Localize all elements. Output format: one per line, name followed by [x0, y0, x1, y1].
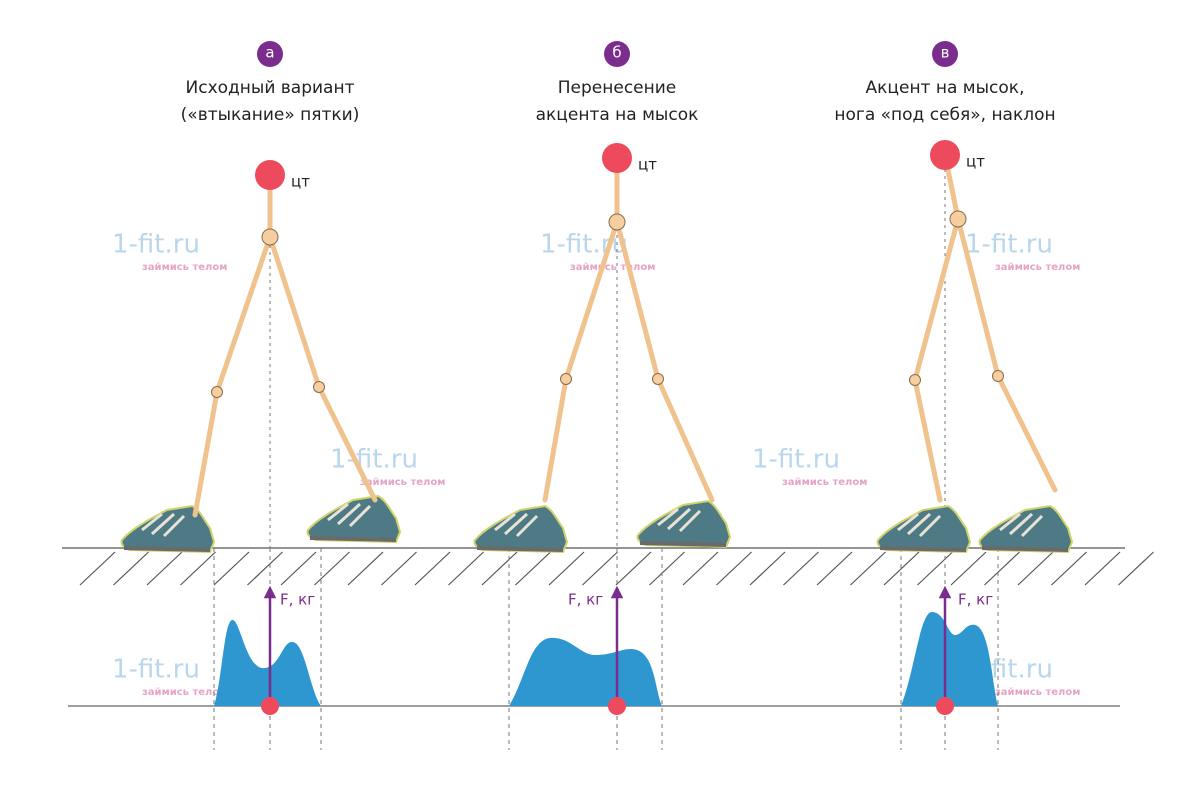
panel-title: акцента на мысок — [536, 105, 699, 125]
hatch-line — [381, 551, 417, 586]
watermark-brand: 1-fit.ru — [112, 230, 200, 260]
hatch-line — [314, 551, 350, 586]
force-distribution — [214, 619, 321, 706]
shoe — [305, 494, 402, 544]
force-label: F, кг — [958, 591, 993, 609]
hatch-line — [984, 551, 1020, 586]
knee — [560, 373, 572, 385]
center-of-gravity — [930, 140, 960, 170]
hip — [949, 210, 967, 228]
watermark-slogan: займись телом — [142, 687, 227, 698]
force-label: F, кг — [280, 591, 315, 609]
panel-title: Перенесение — [558, 78, 677, 98]
knee — [313, 381, 325, 393]
hatch-line — [816, 551, 853, 586]
pressure-point — [936, 697, 954, 715]
force-distribution — [901, 612, 998, 706]
ground-hatch — [79, 551, 1154, 586]
hatch-line — [883, 551, 920, 586]
cg-label: цт — [638, 156, 657, 174]
letter-badge — [604, 41, 630, 67]
letter-badge — [257, 41, 283, 67]
hatch-line — [1017, 551, 1054, 586]
hatch-line — [950, 551, 987, 586]
panel-title: Акцент на мысок, — [866, 78, 1025, 98]
leg — [912, 216, 961, 503]
pressure-point — [608, 697, 626, 715]
panel-title: Исходный вариант — [186, 78, 355, 98]
watermark-slogan: займись телом — [782, 477, 867, 488]
shoe — [472, 504, 569, 554]
hatch-line — [347, 551, 384, 586]
knee — [992, 370, 1004, 382]
panel-title: нога «под себя», наклон — [834, 105, 1055, 125]
watermark-brand: 1-fit.ru — [330, 445, 418, 475]
hatch-line — [649, 551, 685, 586]
watermark-slogan: займись телом — [995, 262, 1080, 273]
force-distribution — [509, 637, 662, 706]
watermark-slogan: займись телом — [995, 687, 1080, 698]
knee — [909, 374, 921, 386]
hatch-line — [280, 551, 317, 586]
hip — [608, 213, 626, 231]
watermark-slogan: займись телом — [142, 262, 227, 273]
hatch-line — [682, 551, 719, 586]
shoe — [635, 499, 732, 549]
pressure-point — [261, 697, 279, 715]
hatch-line — [783, 551, 819, 586]
hatch-line — [1118, 551, 1154, 586]
shoe — [875, 504, 972, 554]
hatch-line — [716, 551, 752, 586]
hatch-line — [917, 551, 953, 586]
watermark-brand: 1-fit.ru — [965, 230, 1053, 260]
hatch-line — [515, 551, 551, 586]
panel-letter: б — [612, 44, 621, 62]
leg — [192, 234, 273, 518]
watermark-slogan: займись телом — [360, 477, 445, 488]
leg — [955, 216, 1058, 493]
shoe — [119, 504, 216, 554]
cg-label: цт — [966, 153, 985, 171]
hatch-line — [481, 551, 518, 586]
hatch-line — [1084, 551, 1121, 586]
panel-letter: а — [265, 44, 274, 62]
hatch-line — [850, 551, 886, 586]
watermark-brand: 1-fit.ru — [112, 655, 200, 685]
hip — [261, 228, 279, 246]
hatch-line — [615, 551, 652, 586]
hatch-line — [749, 551, 786, 586]
hatch-line — [213, 551, 250, 586]
letter-badge — [932, 41, 958, 67]
panel-letter: в — [941, 44, 950, 62]
hatch-line — [1051, 551, 1087, 586]
knee — [652, 373, 664, 385]
center-of-gravity — [255, 160, 285, 190]
shoe — [977, 504, 1074, 554]
watermark-brand: 1-fit.ru — [752, 445, 840, 475]
cg-label: цт — [291, 173, 310, 191]
hatch-line — [180, 551, 216, 586]
knee — [211, 386, 223, 398]
hatch-line — [113, 551, 149, 586]
hatch-line — [448, 551, 484, 586]
panel-title: («втыкание» пятки) — [181, 105, 360, 125]
watermark-slogan: займись телом — [570, 262, 655, 273]
hatch-line — [582, 551, 618, 586]
hatch-line — [79, 551, 116, 586]
hatch-line — [548, 551, 585, 586]
hatch-line — [146, 551, 183, 586]
force-label: F, кг — [568, 591, 603, 609]
center-of-gravity — [602, 143, 632, 173]
hatch-line — [414, 551, 451, 586]
hatch-line — [247, 551, 283, 586]
